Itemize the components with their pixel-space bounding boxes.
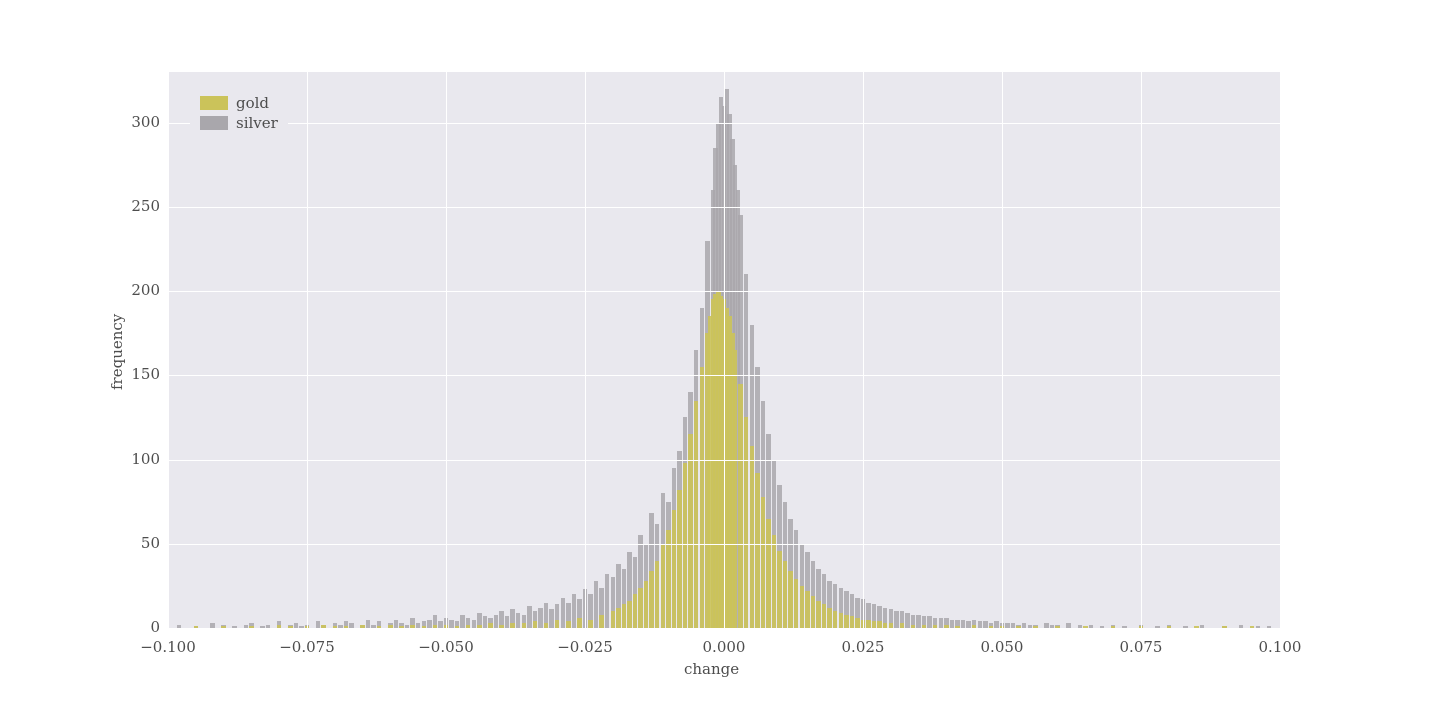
bar-gold	[855, 618, 859, 628]
bar-gold	[733, 350, 737, 628]
bar-gold	[839, 613, 843, 628]
bar-gold	[655, 561, 659, 628]
bar-gold	[666, 530, 670, 628]
bar-gold	[783, 561, 787, 628]
legend-item-gold: gold	[200, 94, 278, 112]
bar-gold	[750, 446, 754, 628]
legend-swatch-icon	[200, 116, 228, 130]
histogram-chart: −0.100 −0.075 −0.050 −0.025 0.000 0.025 0.050 0…	[0, 0, 1440, 720]
bar-gold	[788, 571, 792, 628]
bar-gold	[777, 551, 781, 629]
bar-gold	[566, 621, 570, 628]
y-tick-label: 50	[118, 534, 160, 552]
bar-gold	[761, 497, 765, 628]
y-tick-label: 200	[118, 281, 160, 299]
y-gridline	[168, 544, 1280, 545]
bar-gold	[805, 591, 809, 628]
y-gridline	[168, 291, 1280, 292]
bar-gold	[700, 367, 704, 628]
legend-swatch-icon	[200, 96, 228, 110]
bar-gold	[822, 604, 826, 628]
bar-gold	[677, 490, 681, 628]
bar-gold	[683, 463, 687, 628]
bar-gold	[672, 510, 676, 628]
bar-gold	[611, 611, 615, 628]
bar-gold	[688, 434, 692, 628]
legend: gold silver	[190, 86, 288, 140]
bar-gold	[833, 611, 837, 628]
bar-gold	[844, 615, 848, 628]
x-tick-label: 0.100	[1250, 638, 1310, 656]
x-tick-label: 0.050	[972, 638, 1032, 656]
bar-gold	[877, 621, 881, 628]
x-axis-label: change	[684, 660, 739, 678]
x-gridline	[1280, 72, 1281, 628]
bar-gold	[738, 384, 742, 628]
y-axis-label: frequency	[108, 314, 126, 390]
bar-gold	[766, 519, 770, 629]
y-gridline	[168, 207, 1280, 208]
x-tick-label: −0.075	[277, 638, 337, 656]
x-tick-label: −0.100	[138, 638, 198, 656]
bar-gold	[850, 616, 854, 628]
bar-gold	[811, 596, 815, 628]
bar-gold	[872, 621, 876, 628]
bar-gold	[533, 621, 537, 628]
x-tick-label: −0.025	[555, 638, 615, 656]
y-gridline	[168, 375, 1280, 376]
bar-gold	[577, 618, 581, 628]
y-gridline	[168, 460, 1280, 461]
bar-gold	[744, 417, 748, 628]
bar-gold	[633, 594, 637, 628]
y-gridline	[168, 628, 1280, 629]
y-tick-label: 100	[118, 450, 160, 468]
bar-gold	[555, 620, 559, 628]
bar-gold	[694, 401, 698, 628]
x-tick-label: 0.025	[833, 638, 893, 656]
y-tick-label: 250	[118, 197, 160, 215]
x-tick-label: −0.050	[416, 638, 476, 656]
legend-label: silver	[236, 114, 278, 132]
y-gridline	[168, 123, 1280, 124]
bar-gold	[661, 544, 665, 628]
legend-label: gold	[236, 94, 269, 112]
bar-gold	[627, 601, 631, 628]
bar-gold	[649, 571, 653, 628]
bar-gold	[622, 604, 626, 628]
legend-item-silver: silver	[200, 114, 278, 132]
bar-gold	[772, 535, 776, 628]
x-tick-label: 0.000	[694, 638, 754, 656]
bar-gold	[800, 586, 804, 628]
bar-gold	[644, 581, 648, 628]
y-tick-label: 0	[118, 618, 160, 636]
bar-gold	[588, 620, 592, 628]
bar-gold	[638, 588, 642, 628]
bar-gold	[816, 601, 820, 628]
bar-gold	[827, 608, 831, 628]
bar-gold	[794, 579, 798, 628]
bar-gold	[599, 615, 603, 628]
x-tick-label: 0.075	[1111, 638, 1171, 656]
bar-gold	[755, 473, 759, 628]
bar-gold	[616, 608, 620, 628]
bar-gold	[866, 620, 870, 628]
y-tick-label: 300	[118, 113, 160, 131]
